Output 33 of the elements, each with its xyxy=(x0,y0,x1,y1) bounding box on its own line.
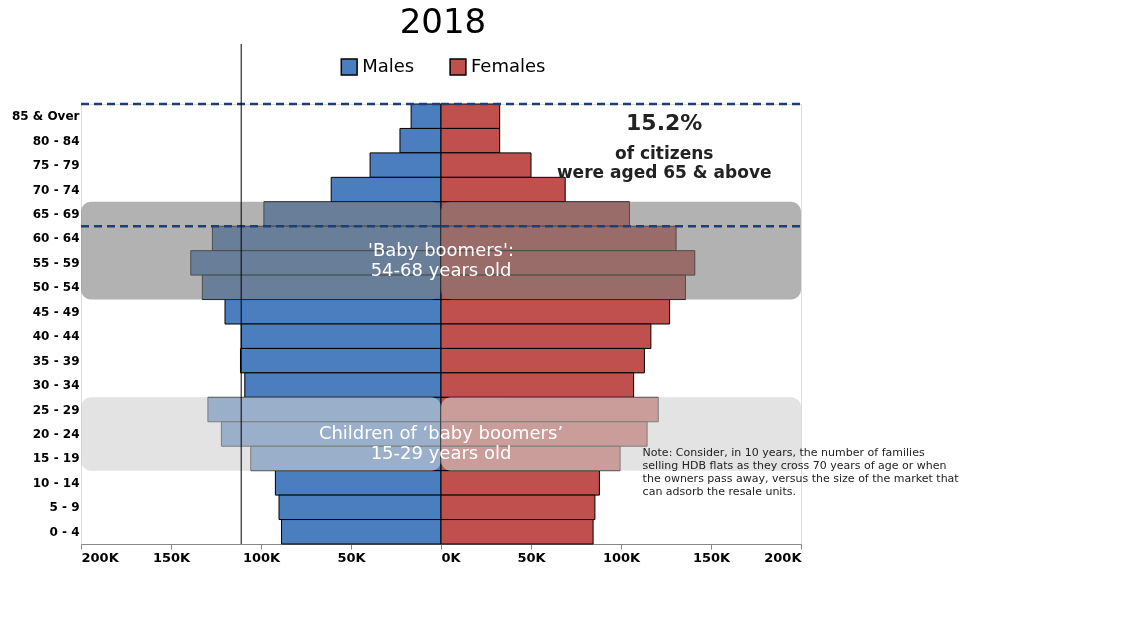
y-tick-label: 30 - 34 xyxy=(32,378,80,393)
x-tick-label: 0K xyxy=(441,549,462,565)
annotation: 15.2% xyxy=(626,109,703,135)
chart-title: 2018 xyxy=(399,0,487,41)
legend-label: Males xyxy=(362,55,415,76)
y-tick-label: 25 - 29 xyxy=(32,402,80,417)
y-tick-label: 15 - 19 xyxy=(32,451,80,466)
legend-label: Females xyxy=(471,55,546,76)
x-tick-label: 150K xyxy=(152,549,192,565)
y-tick-label: 60 - 64 xyxy=(32,231,80,246)
x-tick-label: 50K xyxy=(517,549,547,565)
y-tick-label: 65 - 69 xyxy=(32,207,80,221)
x-tick-label: 200K xyxy=(81,549,120,565)
annotation: of citizens were aged 65 & above xyxy=(556,142,772,182)
y-tick-label: 85 & Over xyxy=(11,109,80,124)
y-tick-label: 80 - 84 xyxy=(32,133,80,148)
annotation: Note: Consider, in 10 years, the number of families selling HDB flats as they cross 70 years of age or when the owners pass away, versus the size of the market that can adsorb the resale units. xyxy=(642,446,960,499)
x-tick-label: 100K xyxy=(602,549,642,565)
y-tick-label: 50 - 54 xyxy=(32,280,80,295)
x-tick-label: 50K xyxy=(337,549,367,565)
y-tick-label: 40 - 44 xyxy=(32,329,80,344)
x-tick-label: 150K xyxy=(692,549,732,565)
y-tick-label: 35 - 39 xyxy=(32,353,80,368)
y-tick-label: 0 - 4 xyxy=(49,524,80,539)
y-tick-label: 55 - 59 xyxy=(32,255,80,270)
y-tick-label: 20 - 24 xyxy=(32,427,80,441)
y-tick-label: 5 - 9 xyxy=(49,500,80,515)
x-tick-label: 100K xyxy=(242,549,282,565)
y-tick-label: 45 - 49 xyxy=(32,304,80,319)
y-tick-label: 70 - 74 xyxy=(32,182,80,197)
y-tick-label: 75 - 79 xyxy=(32,158,80,173)
x-tick-label: 200K xyxy=(764,549,803,565)
y-tick-label: 10 - 14 xyxy=(32,475,80,490)
